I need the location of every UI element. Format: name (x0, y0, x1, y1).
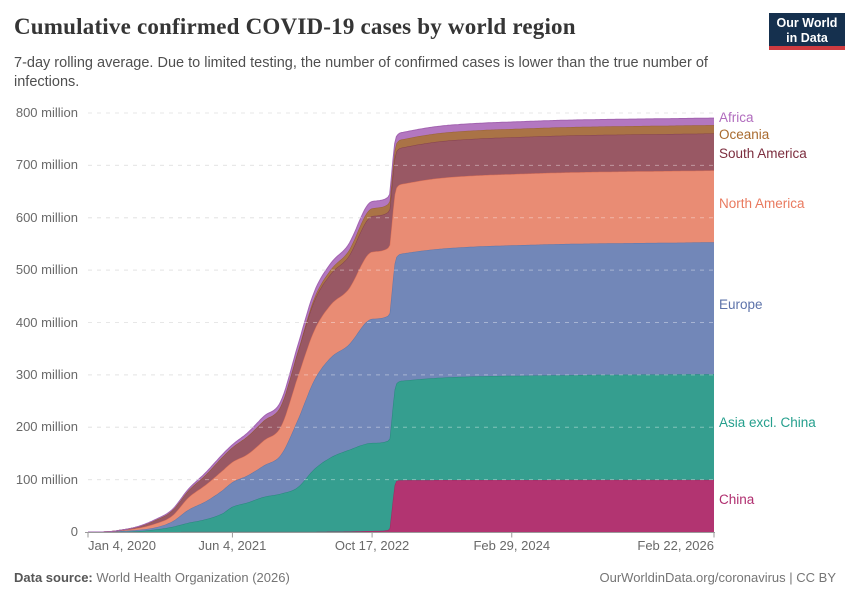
y-axis-tick-label: 0 (70, 524, 78, 539)
y-axis-tick-label: 500 million (15, 262, 78, 278)
y-axis-tick-label: 800 million (15, 105, 78, 120)
area-africa-edge (88, 117, 714, 533)
page-title: Cumulative confirmed COVID-19 cases by w… (14, 14, 576, 39)
legend-label-oceania[interactable]: Oceania (719, 127, 770, 142)
footer-datasource: Data source: World Health Organization (… (14, 570, 290, 585)
legend-label-asia-excl-china[interactable]: Asia excl. China (719, 415, 816, 430)
subtitle-line-1: 7-day rolling average. Due to limited te… (14, 55, 708, 71)
legend-label-europe[interactable]: Europe (719, 297, 763, 312)
legend-label-china[interactable]: China (719, 492, 755, 507)
legend-label-africa[interactable]: Africa (719, 110, 754, 125)
y-axis-tick-label: 400 million (15, 314, 78, 330)
x-axis-tick-label: Feb 22, 2026 (637, 538, 714, 553)
area-china[interactable] (88, 479, 714, 532)
x-axis-tick-label: Oct 17, 2022 (334, 538, 410, 553)
subtitle-line-2: infections. (14, 74, 80, 90)
y-axis-tick-label: 200 million (15, 419, 78, 435)
y-axis-tick-label: 700 million (15, 157, 78, 173)
datasource-label: Data source: (14, 570, 93, 585)
x-axis-tick-label: Jun 4, 2021 (198, 538, 267, 553)
area-europe[interactable] (88, 242, 714, 532)
logo-red-bar (769, 46, 845, 50)
area-asia-excl-china[interactable] (88, 374, 714, 532)
area-north-america[interactable] (88, 170, 714, 532)
x-axis-tick-label: Feb 29, 2024 (473, 538, 551, 553)
y-axis-tick-label: 600 million (15, 209, 78, 225)
owid-logo[interactable]: Our World in Data (769, 13, 845, 50)
footer-license-link[interactable]: OurWorldinData.org/coronavirus | CC BY (599, 570, 836, 585)
legend-label-north-america[interactable]: North America (719, 196, 805, 211)
y-axis-tick-label: 300 million (15, 366, 78, 382)
owid-logo-line-1: Our World (776, 16, 838, 30)
chart-subtitle: 7-day rolling average. Due to limited te… (14, 54, 754, 92)
legend-label-south-america[interactable]: South America (719, 146, 807, 161)
datasource-value: World Health Organization (2026) (92, 570, 290, 585)
y-axis-tick-label: 100 million (15, 471, 78, 487)
owid-logo-line-2: in Data (786, 31, 828, 45)
x-axis-tick-label: Jan 4, 2020 (88, 538, 156, 553)
